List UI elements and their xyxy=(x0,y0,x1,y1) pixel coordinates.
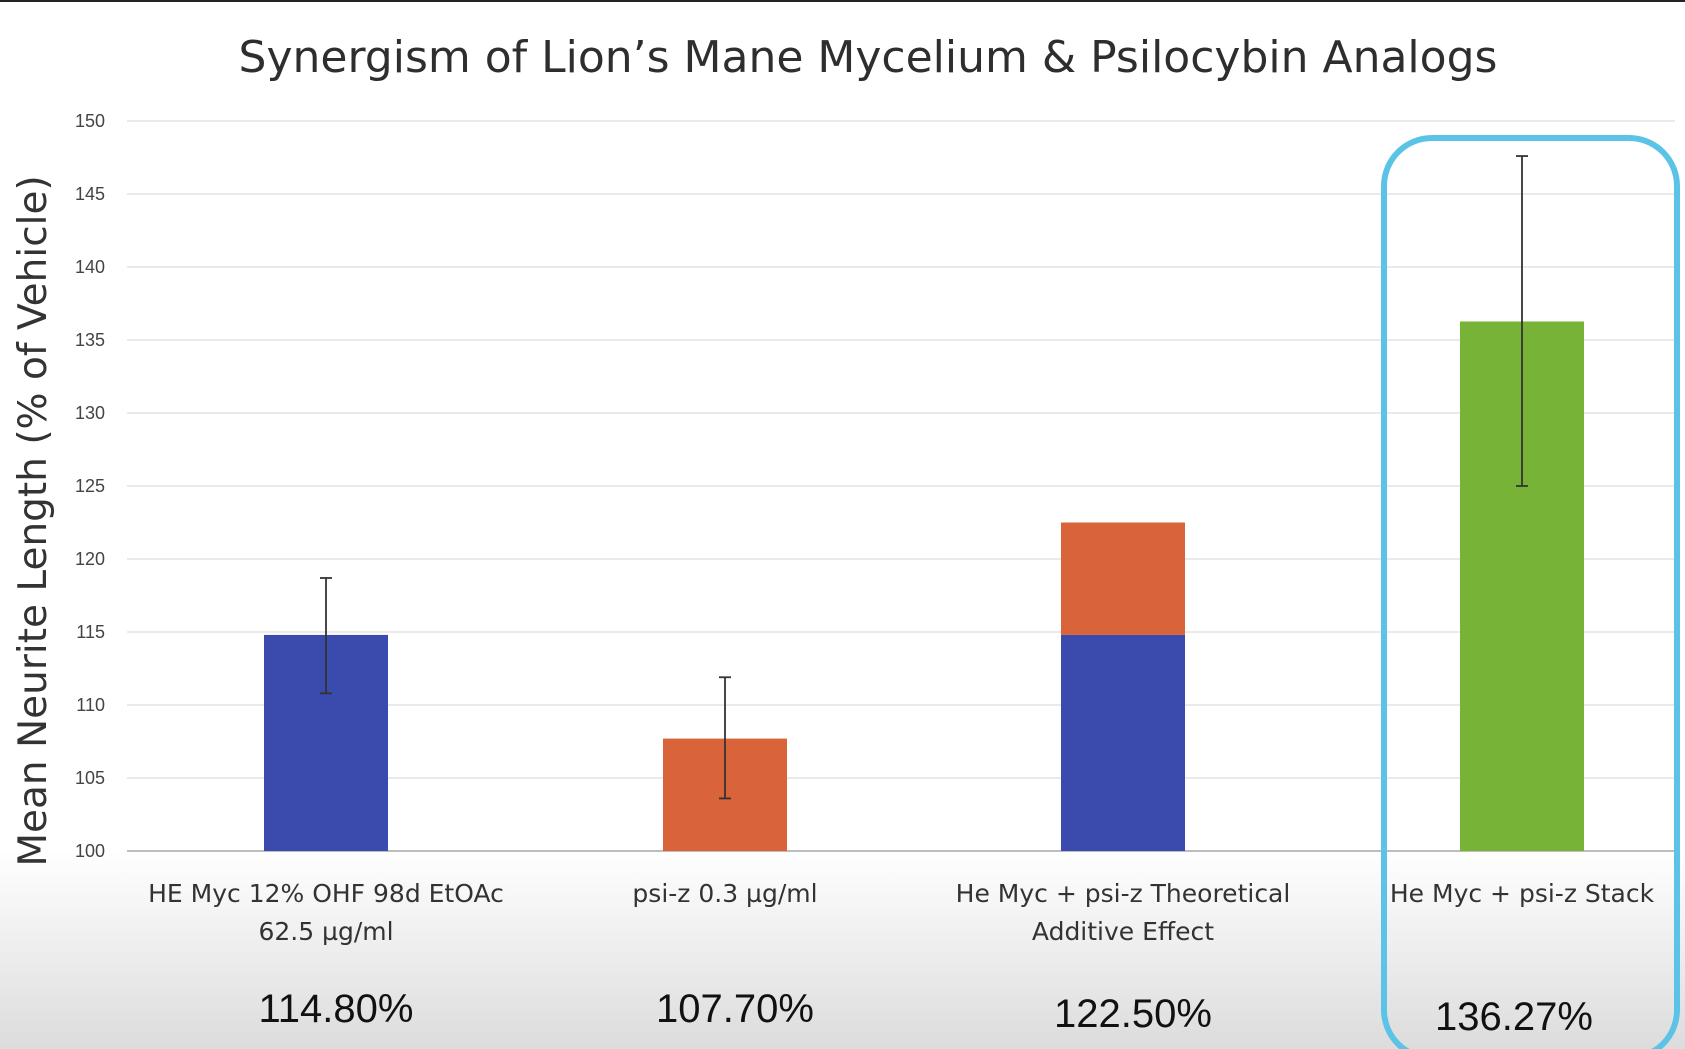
value-label-4: 136.27% xyxy=(1435,995,1593,1039)
y-tick-label-110: 110 xyxy=(76,695,105,715)
chart-title: Synergism of Lion’s Mane Mycelium & Psil… xyxy=(239,32,1498,83)
y-axis-label: Mean Neurite Length (% of Vehicle) xyxy=(11,175,56,866)
bottom-shade xyxy=(0,850,1685,1049)
y-tick-label-135: 135 xyxy=(75,330,105,350)
y-tick-label-105: 105 xyxy=(75,768,105,788)
highlight xyxy=(1381,135,1680,1049)
y-tick-label-115: 115 xyxy=(76,622,105,642)
y-axis-ticks: 100 105 110 115 120 125 130 135 140 145 150 xyxy=(75,111,105,861)
value-label-3: 122.50% xyxy=(1054,992,1212,1036)
value-labels: 114.80% 107.70% 122.50% 136.27% xyxy=(259,987,1593,1039)
bar-3-segment-2 xyxy=(1061,522,1185,635)
y-tick-label-140: 140 xyxy=(75,257,105,277)
y-tick-label-150: 150 xyxy=(75,111,105,131)
category-label-1-line-2: 62.5 µg/ml xyxy=(258,917,393,946)
value-label-1: 114.80% xyxy=(259,987,414,1031)
y-tick-label-130: 130 xyxy=(75,403,105,423)
category-labels: HE Myc 12% OHF 98d EtOAc 62.5 µg/ml psi-z … xyxy=(148,879,1655,946)
error-bars xyxy=(320,155,1528,800)
y-tick-label-125: 125 xyxy=(75,476,105,496)
value-label-2: 107.70% xyxy=(656,987,814,1031)
category-label-4-line-1: He Myc + psi-z Stack xyxy=(1390,879,1655,908)
category-label-3-line-1: He Myc + psi-z Theoretical xyxy=(956,879,1291,908)
category-label-3-line-2: Additive Effect xyxy=(1032,917,1214,946)
category-label-1-line-1: HE Myc 12% OHF 98d EtOAc xyxy=(148,879,504,908)
bar-3-segment-1 xyxy=(1061,634,1185,851)
gridlines xyxy=(127,120,1675,852)
y-tick-label-100: 100 xyxy=(75,841,105,861)
y-tick-label-145: 145 xyxy=(75,184,105,204)
y-tick-label-120: 120 xyxy=(75,549,105,569)
highlight-box xyxy=(1381,135,1680,1049)
category-label-2-line-1: psi-z 0.3 µg/ml xyxy=(632,879,817,908)
